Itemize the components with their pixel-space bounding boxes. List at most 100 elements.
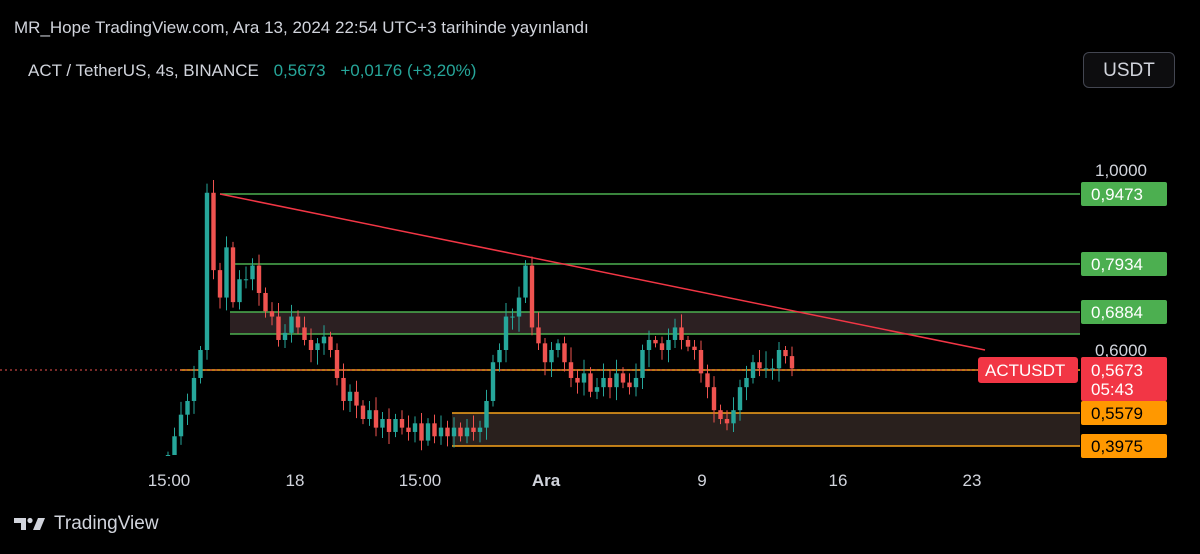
candle[interactable] (711, 387, 717, 411)
trendline[interactable] (219, 193, 986, 351)
candle[interactable] (204, 192, 210, 350)
candle[interactable] (237, 279, 242, 303)
candle[interactable] (666, 339, 671, 350)
candle[interactable] (217, 270, 223, 298)
candle[interactable] (536, 327, 541, 344)
candle[interactable] (705, 373, 710, 388)
candle[interactable] (386, 419, 392, 432)
candle[interactable] (523, 265, 528, 298)
candle[interactable] (198, 350, 203, 378)
candle[interactable] (458, 427, 463, 437)
candle[interactable] (269, 311, 275, 317)
candle[interactable] (607, 377, 613, 388)
candle[interactable] (744, 377, 749, 388)
candle[interactable] (490, 362, 496, 401)
candle[interactable] (679, 327, 684, 340)
candle[interactable] (529, 265, 535, 328)
candle[interactable] (562, 343, 567, 363)
candle[interactable] (295, 316, 301, 328)
candle[interactable] (328, 336, 333, 350)
candle[interactable] (692, 346, 697, 350)
candle[interactable] (497, 350, 502, 363)
candle[interactable] (685, 339, 691, 347)
candle[interactable] (393, 419, 398, 432)
candle[interactable] (367, 410, 372, 420)
candle[interactable] (581, 373, 587, 383)
candle[interactable] (783, 350, 788, 357)
candle[interactable] (542, 343, 548, 363)
candle[interactable] (789, 356, 795, 369)
candle[interactable] (380, 419, 385, 428)
candle[interactable] (594, 387, 600, 392)
candle[interactable] (172, 436, 177, 455)
candle[interactable] (276, 316, 281, 340)
candle[interactable] (724, 419, 730, 424)
symbol-title[interactable]: ACT / TetherUS, 4s, BINANCE (28, 61, 259, 80)
candle[interactable] (601, 377, 606, 388)
candle[interactable] (334, 350, 340, 378)
candle[interactable] (308, 339, 314, 350)
candle[interactable] (776, 350, 782, 369)
candle[interactable] (211, 192, 216, 271)
candle[interactable] (315, 343, 320, 350)
candle[interactable] (373, 410, 379, 428)
candle[interactable] (620, 373, 626, 383)
candle[interactable] (438, 427, 444, 437)
candle[interactable] (718, 410, 723, 420)
candle[interactable] (412, 423, 418, 432)
candle[interactable] (763, 368, 769, 370)
candle[interactable] (165, 455, 171, 456)
candle[interactable] (737, 387, 743, 411)
candle[interactable] (555, 343, 561, 350)
candle[interactable] (614, 373, 619, 388)
candle[interactable] (354, 391, 359, 406)
candle[interactable] (575, 377, 580, 383)
candle[interactable] (230, 247, 236, 303)
candle[interactable] (568, 362, 574, 378)
candle[interactable] (445, 427, 450, 437)
candle[interactable] (510, 316, 515, 318)
candle[interactable] (263, 292, 268, 312)
candle[interactable] (698, 350, 704, 374)
candle[interactable] (471, 427, 476, 432)
candle[interactable] (224, 247, 229, 298)
candle[interactable] (770, 368, 775, 370)
candle[interactable] (633, 377, 639, 388)
candle[interactable] (549, 350, 554, 363)
candle[interactable] (750, 362, 756, 378)
candle[interactable] (341, 377, 346, 401)
candle[interactable] (757, 362, 762, 369)
candle[interactable] (406, 427, 411, 432)
candle[interactable] (627, 382, 632, 388)
candle[interactable] (302, 327, 307, 340)
tradingview-footer[interactable]: TradingView (14, 513, 159, 535)
candle[interactable] (399, 419, 405, 428)
currency-button[interactable]: USDT (1083, 52, 1175, 88)
candle[interactable] (425, 423, 431, 441)
candle[interactable] (653, 339, 658, 344)
candle[interactable] (282, 332, 288, 340)
candle[interactable] (289, 316, 294, 333)
candle[interactable] (646, 339, 652, 350)
candle[interactable] (191, 377, 197, 401)
candle[interactable] (503, 316, 509, 350)
candle[interactable] (250, 265, 255, 280)
candle[interactable] (360, 405, 366, 420)
candle[interactable] (516, 297, 522, 317)
candle[interactable] (588, 373, 593, 392)
candle[interactable] (672, 327, 678, 340)
candle[interactable] (432, 423, 437, 437)
candle[interactable] (451, 427, 457, 437)
candle[interactable] (640, 350, 645, 378)
candle[interactable] (419, 423, 424, 441)
candle[interactable] (256, 265, 262, 293)
candle[interactable] (185, 400, 190, 415)
candle[interactable] (484, 400, 489, 428)
candle[interactable] (178, 414, 184, 437)
candle[interactable] (347, 391, 353, 401)
candle[interactable] (731, 410, 736, 424)
candle[interactable] (659, 343, 665, 350)
candle[interactable] (243, 279, 249, 281)
candle[interactable] (477, 427, 483, 432)
